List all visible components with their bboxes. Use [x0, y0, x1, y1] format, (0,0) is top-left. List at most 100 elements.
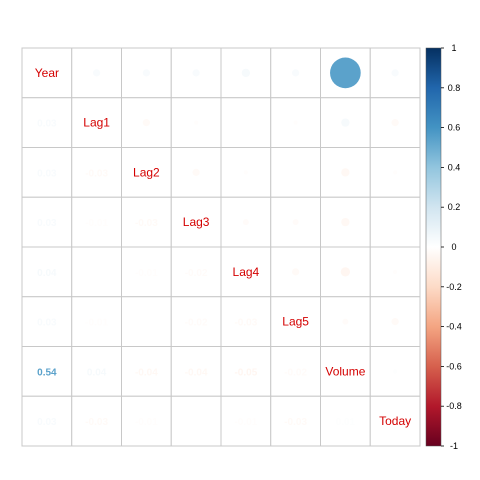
corr-value-Today-Lag4: -0.01 [234, 417, 257, 428]
corr-value-Lag4-Lag2: -0.01 [135, 268, 158, 279]
corr-value-Lag5-Lag1: -0.01 [85, 318, 108, 329]
cell-Volume-Lag2 [121, 346, 172, 397]
colorbar-tick-label: -0.8 [446, 401, 462, 411]
colorbar-tick-label: -0.6 [446, 361, 462, 371]
cell-Lag1-Lag5 [270, 97, 321, 148]
colorbar-tick-label: 0.2 [448, 202, 461, 212]
cell-Lag2-Lag1 [71, 147, 122, 198]
corr-circle-Year-Lag2 [142, 69, 150, 77]
cell-Lag2-Year [21, 147, 73, 198]
cell-Lag3-Lag2 [121, 196, 172, 248]
cell-Today-Today [369, 395, 421, 447]
corr-value-Today-Lag5: -0.03 [284, 417, 307, 428]
cell-Lag1-Lag1 [71, 97, 122, 148]
cell-Lag4-Lag4 [220, 246, 272, 298]
cell-Year-Year [21, 47, 73, 99]
variable-label-Lag5: Lag5 [282, 315, 309, 329]
cell-Lag5-Lag5 [270, 296, 321, 347]
corr-circle-Year-Today [391, 69, 399, 77]
corr-value-Volume-Lag3: -0.04 [185, 367, 208, 378]
cell-Volume-Lag1 [71, 346, 122, 397]
corr-value-Lag4-Lag1: 0 [94, 268, 100, 279]
cell-Lag4-Volume [320, 246, 371, 298]
corr-value-Today-Lag1: -0.03 [85, 417, 108, 428]
cell-Volume-Year [21, 346, 73, 397]
colorbar: 1 0.8 0.6 0.4 0.2 0 -0.2 -0.4 -0.6 -0.8 -1 [425, 43, 462, 451]
corr-value-Lag5-Lag4: -0.03 [234, 318, 257, 329]
cell-Today-Lag4 [220, 395, 272, 447]
cell-Volume-Volume [320, 346, 371, 397]
colorbar-tick-label: 0.8 [448, 83, 461, 93]
corr-circle-Lag2-Lag5 [294, 171, 297, 174]
corr-circle-Lag2-Today [393, 170, 398, 175]
corr-value-Lag3-Lag1: -0.01 [85, 218, 108, 229]
variable-label-Year: Year [35, 66, 59, 80]
corr-value-Lag2-Lag1: -0.03 [85, 168, 108, 179]
variable-label-Lag3: Lag3 [183, 215, 210, 229]
corr-circle-Lag1-Lag3 [194, 120, 199, 125]
cell-Today-Year [21, 395, 73, 447]
cell-Today-Lag3 [170, 395, 222, 447]
corr-circle-Lag5-Today [391, 318, 399, 326]
corr-value-Lag4-Lag3: -0.02 [185, 268, 208, 279]
corr-circle-Lag1-Volume [341, 118, 350, 127]
cell-Lag2-Lag2 [121, 147, 172, 198]
corr-value-Lag5-Year: 0.03 [37, 318, 57, 329]
corr-value-Today-Volume: 0.01 [336, 417, 356, 428]
corr-circle-Lag3-Today [394, 221, 396, 223]
corr-value-Volume-Lag2: -0.04 [135, 367, 158, 378]
cell-Lag5-Lag1 [71, 296, 122, 347]
variable-label-Lag4: Lag4 [233, 265, 260, 279]
cell-Lag2-Lag5 [270, 147, 321, 198]
cell-Volume-Lag4 [220, 346, 272, 397]
variable-label-Today: Today [379, 414, 411, 428]
colorbar-tick-label: -1 [450, 441, 458, 451]
corr-circle-Lag1-Lag5 [293, 120, 298, 125]
corr-circle-Lag1-Today [391, 119, 399, 127]
corr-circle-Lag2-Volume [341, 168, 350, 177]
corr-value-Volume-Lag5: -0.02 [284, 367, 307, 378]
corr-circle-Lag4-Volume [340, 267, 351, 277]
corr-circle-Lag2-Lag4 [243, 170, 248, 175]
corr-circle-Lag5-Volume [342, 318, 349, 325]
colorbar-gradient [425, 47, 442, 447]
corr-value-Lag2-Year: 0.03 [37, 168, 57, 179]
cell-Lag5-Lag4 [220, 296, 272, 347]
colorbar-tick-label: 0.4 [448, 162, 461, 172]
cell-Year-Today [369, 47, 421, 99]
corr-circle-Year-Volume [330, 57, 361, 89]
corr-value-Lag1-Year: 0.03 [37, 119, 57, 130]
corr-circle-Year-Lag1 [93, 69, 101, 77]
corr-circle-Lag1-Lag2 [142, 119, 150, 127]
corr-value-Today-Lag2: -0.01 [135, 417, 158, 428]
corr-value-Volume-Lag1: 0.04 [87, 367, 107, 378]
corr-circle-Lag3-Lag5 [292, 219, 299, 226]
colorbar-tick-label: 0.6 [448, 123, 461, 133]
variable-label-Lag2: Lag2 [133, 165, 160, 179]
cell-Lag4-Lag3 [170, 246, 222, 298]
corr-value-Lag5-Lag2: 0 [144, 318, 150, 329]
corr-circle-Lag4-Lag5 [292, 268, 300, 276]
corr-circle-Lag1-Lag4 [245, 121, 247, 124]
corr-circle-Year-Lag4 [241, 68, 251, 78]
cell-Volume-Lag5 [270, 346, 321, 397]
corr-circle-Lag3-Lag4 [242, 219, 249, 226]
colorbar-tick-label: 0 [451, 242, 456, 252]
correlation-grid: Year 0.03 Lag1 0.03 -0.03 Lag2 0.03 -0.01 -0.03 L… [21, 47, 421, 447]
corr-value-Today-Year: 0.03 [37, 417, 57, 428]
cell-Lag5-Lag2 [121, 296, 172, 347]
corr-circle-Volume-Today [393, 369, 398, 374]
corr-circle-Lag3-Volume [341, 217, 350, 227]
corr-value-Lag5-Lag3: -0.02 [185, 318, 208, 329]
corr-value-Lag4-Year: 0.04 [37, 268, 57, 279]
corr-value-Lag3-Lag2: -0.03 [135, 218, 158, 229]
colorbar-tick-label: -0.4 [446, 322, 462, 332]
corr-circle-Lag4-Today [393, 269, 398, 274]
corr-value-Today-Lag3: 0 [193, 417, 199, 428]
corr-value-Lag3-Year: 0.03 [37, 218, 57, 229]
corr-value-Volume-Lag4: -0.05 [234, 367, 257, 378]
corr-circle-Lag2-Lag3 [192, 168, 200, 176]
cell-Lag3-Lag3 [170, 196, 222, 248]
colorbar-tick-label: -0.2 [446, 282, 462, 292]
